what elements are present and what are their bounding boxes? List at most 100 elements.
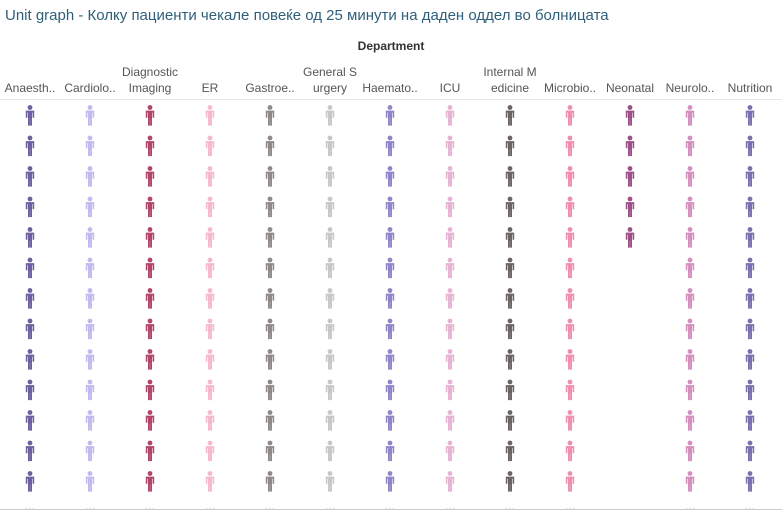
person-icon [385, 318, 395, 340]
person-icon [145, 410, 155, 431]
column-header-neurolo: Neurolo.. [665, 81, 715, 95]
person-icon [745, 227, 755, 248]
person-icon [145, 196, 155, 218]
person-icon [25, 471, 35, 492]
person-icon [385, 410, 395, 431]
person-icon [325, 166, 335, 187]
person-icon [505, 196, 515, 218]
person-icon [685, 349, 695, 370]
person-icon [325, 349, 335, 370]
person-icon [685, 318, 695, 340]
more-indicator: … [565, 501, 576, 512]
bottom-divider [0, 509, 782, 510]
person-icon [85, 318, 95, 340]
person-icon [25, 257, 35, 279]
person-icon [685, 257, 695, 279]
person-icon [325, 379, 335, 401]
person-icon [325, 318, 335, 340]
person-icon [265, 135, 275, 157]
person-icon [85, 105, 95, 126]
person-icon [445, 440, 455, 462]
more-indicator: … [325, 501, 336, 512]
person-icon [25, 105, 35, 126]
column-header-haemato: Haemato.. [362, 81, 418, 95]
column-header-er: ER [201, 81, 219, 95]
column-header-gastroe: Gastroe.. [245, 81, 295, 95]
person-icon [145, 318, 155, 340]
person-icon [565, 410, 575, 431]
person-icon [565, 257, 575, 279]
person-icon [445, 196, 455, 218]
person-icon [85, 257, 95, 279]
person-icon [745, 166, 755, 187]
header-divider [0, 99, 782, 100]
column-header-internal-medicine: Internal Medicine [483, 65, 537, 95]
more-indicator: … [85, 501, 96, 512]
person-icon [265, 227, 275, 248]
person-icon [505, 379, 515, 401]
person-icon [265, 318, 275, 340]
person-icon [385, 196, 395, 218]
person-icon [685, 379, 695, 401]
person-icon [145, 105, 155, 126]
person-icon [25, 410, 35, 431]
person-icon [85, 471, 95, 492]
more-indicator: … [505, 501, 516, 512]
person-icon [445, 166, 455, 187]
person-icon [85, 440, 95, 462]
person-icon [445, 410, 455, 431]
person-icon [145, 379, 155, 401]
person-icon [145, 349, 155, 370]
person-icon [85, 135, 95, 157]
person-icon [205, 349, 215, 370]
column-header-anaesth: Anaesth.. [4, 81, 56, 95]
person-icon [625, 227, 635, 248]
person-icon [25, 288, 35, 309]
more-indicator: … [385, 501, 396, 512]
person-icon [25, 318, 35, 340]
person-icon [85, 410, 95, 431]
person-icon [565, 166, 575, 187]
person-icon [505, 471, 515, 492]
person-icon [745, 471, 755, 492]
column-header-cardiolo: Cardiolo.. [64, 81, 116, 95]
column-header-neonatal: Neonatal [605, 81, 655, 95]
person-icon [565, 135, 575, 157]
column-header-icu: ICU [439, 81, 461, 95]
person-icon [325, 440, 335, 462]
person-icon [205, 318, 215, 340]
person-icon [325, 288, 335, 309]
person-icon [625, 105, 635, 126]
column-header-general-surgery: General Surgery [302, 65, 358, 95]
person-icon [385, 135, 395, 157]
person-icon [445, 135, 455, 157]
person-icon [685, 166, 695, 187]
person-icon [145, 166, 155, 187]
person-icon [685, 288, 695, 309]
person-icon [445, 379, 455, 401]
person-icon [25, 227, 35, 248]
person-icon [265, 471, 275, 492]
person-icon [685, 410, 695, 431]
person-icon [145, 257, 155, 279]
column-dimension-title: Department [357, 39, 425, 53]
person-icon [505, 227, 515, 248]
person-icon [745, 257, 755, 279]
person-icon [85, 227, 95, 248]
person-icon [385, 227, 395, 248]
column-header-nutrition: Nutrition [727, 81, 773, 95]
person-icon [265, 410, 275, 431]
person-icon [385, 440, 395, 462]
person-icon [205, 471, 215, 492]
person-icon [385, 471, 395, 492]
person-icon [325, 105, 335, 126]
person-icon [325, 227, 335, 248]
person-icon [745, 440, 755, 462]
person-icon [145, 227, 155, 248]
person-icon [25, 135, 35, 157]
person-icon [265, 196, 275, 218]
person-icon [205, 257, 215, 279]
person-icon [25, 349, 35, 370]
person-icon [565, 227, 575, 248]
person-icon [445, 105, 455, 126]
